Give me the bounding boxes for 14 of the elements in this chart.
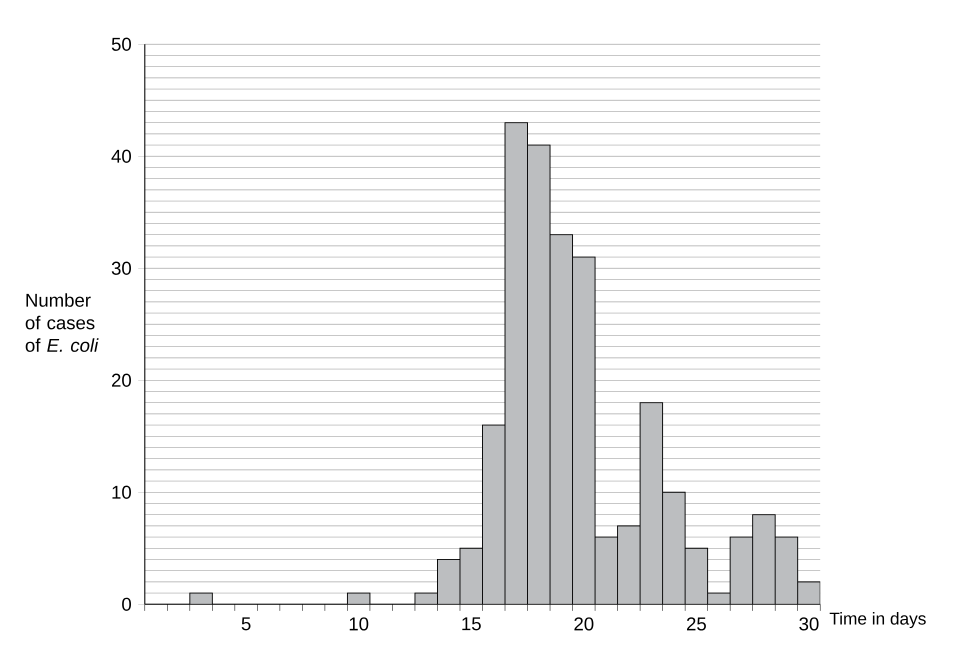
x-tick-label: 15 — [462, 617, 481, 630]
y-axis-title: Number of cases of E. coli — [26, 292, 99, 352]
x-tick-label: 10 — [350, 617, 368, 630]
x-tick-label: 20 — [574, 617, 594, 630]
y-tick-label: 40 — [111, 149, 131, 163]
x-tick-label: 25 — [686, 617, 706, 630]
y-tick-label: 50 — [112, 37, 131, 51]
y-tick-label: 20 — [112, 373, 131, 387]
x-tick-label: 30 — [799, 617, 819, 630]
y-tick-label: 10 — [112, 485, 131, 499]
y-tick-label: 0 — [122, 597, 131, 611]
y-tick-label: 30 — [112, 261, 131, 275]
x-tick-label: 5 — [242, 617, 250, 630]
x-axis-title: Time in days — [830, 612, 926, 628]
